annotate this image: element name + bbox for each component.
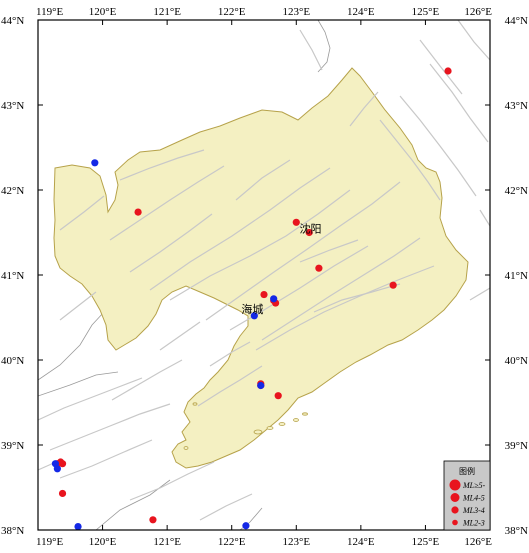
legend-marker (452, 519, 458, 526)
blue-event-marker (74, 523, 82, 530)
legend-label: ML3-4 (462, 506, 485, 515)
blue-event-marker (242, 522, 250, 530)
y-tick-label-left: 39°N (1, 440, 24, 452)
red-event-marker (274, 392, 282, 400)
red-event-marker (444, 67, 452, 75)
y-tick-label-right: 42°N (505, 185, 528, 197)
legend-label: ML4-5 (462, 494, 485, 503)
red-event-marker (58, 489, 67, 498)
x-tick-label-bottom: 122°E (218, 536, 246, 548)
legend-marker (450, 493, 460, 502)
red-event-marker (315, 264, 323, 272)
x-tick-label-top: 122°E (218, 6, 246, 18)
y-tick-label-left: 43°N (1, 100, 24, 112)
x-tick-label-top: 119°E (36, 6, 63, 18)
legend-marker (449, 479, 461, 491)
event-markers (51, 67, 452, 530)
legend-label: ML≥5- (462, 481, 486, 490)
red-event-marker (292, 218, 300, 226)
x-tick-label-bottom: 125°E (412, 536, 440, 548)
y-tick-label-right: 43°N (505, 100, 528, 112)
legend-marker (451, 506, 459, 514)
legend: 图例 ML≥5- ML4-5 ML3-4 ML2-3 (443, 460, 491, 531)
y-tick-label-right: 38°N (505, 525, 528, 537)
y-tick-label-left: 40°N (1, 355, 24, 367)
red-event-marker (149, 516, 157, 524)
axis-tick-labels: 119°E 119°E 120°E 120°E 121°E 121°E 122°E 122°E… (1, 6, 528, 548)
y-tick-label-left: 44°N (1, 15, 24, 27)
x-tick-label-bottom: 123°E (282, 536, 310, 548)
fault-lines (38, 20, 490, 521)
red-event-marker (305, 228, 313, 237)
blue-event-marker (91, 159, 99, 167)
red-event-marker (134, 208, 142, 216)
y-tick-label-right: 40°N (505, 355, 528, 367)
x-tick-label-top: 123°E (282, 6, 310, 18)
x-tick-label-bottom: 121°E (153, 536, 181, 548)
y-tick-label-right: 44°N (505, 15, 528, 27)
legend-label: ML2-3 (462, 519, 485, 528)
y-tick-label-right: 41°N (505, 270, 528, 282)
place-label: 沈阳 (300, 221, 322, 235)
red-event-marker (389, 281, 397, 289)
islands (183, 402, 308, 450)
axis-ticks (37, 19, 491, 531)
x-tick-label-top: 120°E (89, 6, 117, 18)
y-tick-label-left: 42°N (1, 185, 24, 197)
x-tick-label-bottom: 120°E (89, 536, 117, 548)
red-event-marker (58, 460, 67, 468)
legend-items: ML≥5- ML4-5 ML3-4 ML2-3 (449, 479, 486, 528)
y-tick-label-right: 39°N (505, 440, 528, 452)
blue-event-marker (53, 465, 61, 473)
x-tick-label-bottom: 119°E (36, 536, 63, 548)
blue-event-marker (257, 381, 265, 390)
legend-title: 图例 (459, 466, 475, 476)
blue-event-marker (250, 312, 258, 320)
y-tick-label-left: 38°N (1, 525, 24, 537)
x-tick-label-top: 124°E (347, 6, 375, 18)
province-land (53, 67, 469, 469)
blue-event-marker (270, 295, 278, 303)
x-tick-label-bottom: 124°E (347, 536, 375, 548)
place-label: 海城 (241, 302, 263, 316)
x-tick-label-top: 121°E (153, 6, 181, 18)
y-tick-label-left: 41°N (1, 270, 24, 282)
x-tick-label-top: 126°E (464, 6, 492, 18)
x-tick-label-bottom: 126°E (464, 536, 492, 548)
x-tick-label-top: 125°E (412, 6, 440, 18)
red-event-marker (260, 290, 268, 299)
